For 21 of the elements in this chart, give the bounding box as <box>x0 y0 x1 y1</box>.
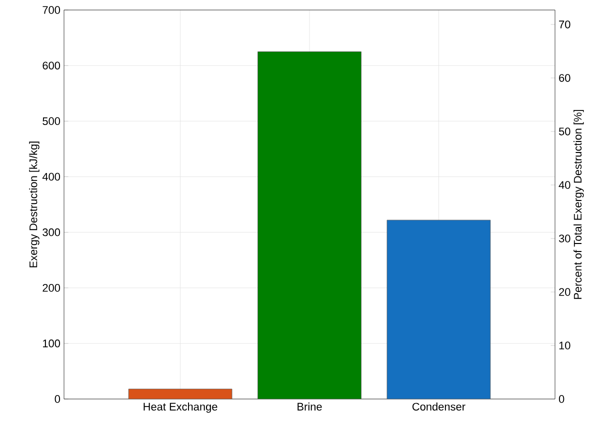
y-tick-label: 600 <box>42 62 60 70</box>
y-tick-label: 500 <box>42 117 60 126</box>
y-tick-label: 100 <box>43 340 60 348</box>
y-axis-title: Exergy Destruction [kJ/kg] <box>29 142 40 268</box>
y2-tick-label: 0 <box>558 395 564 403</box>
x-tick-label: Brine <box>298 402 322 411</box>
y-tick-label: 700 <box>42 6 60 14</box>
y2-tick-label: 60 <box>559 74 570 82</box>
x-tick-label: Heat Exchange <box>144 402 218 413</box>
y-tick-label: 400 <box>42 172 60 181</box>
y2-tick-label: 20 <box>559 288 570 296</box>
x-tick-label: Condenser <box>412 402 466 411</box>
y2-tick-label: 50 <box>558 128 570 136</box>
y-tick-label: 0 <box>54 395 60 403</box>
y-tick-label: 300 <box>42 228 60 236</box>
y2-axis-title: Percent of Total Exergy Destruction [%] <box>574 110 584 299</box>
y2-tick-label: 40 <box>558 181 570 189</box>
y2-tick-label: 10 <box>559 342 570 350</box>
y2-tick-label: 70 <box>559 20 570 28</box>
y-tick-label: 200 <box>42 284 60 292</box>
y2-tick-label: 30 <box>558 234 570 242</box>
